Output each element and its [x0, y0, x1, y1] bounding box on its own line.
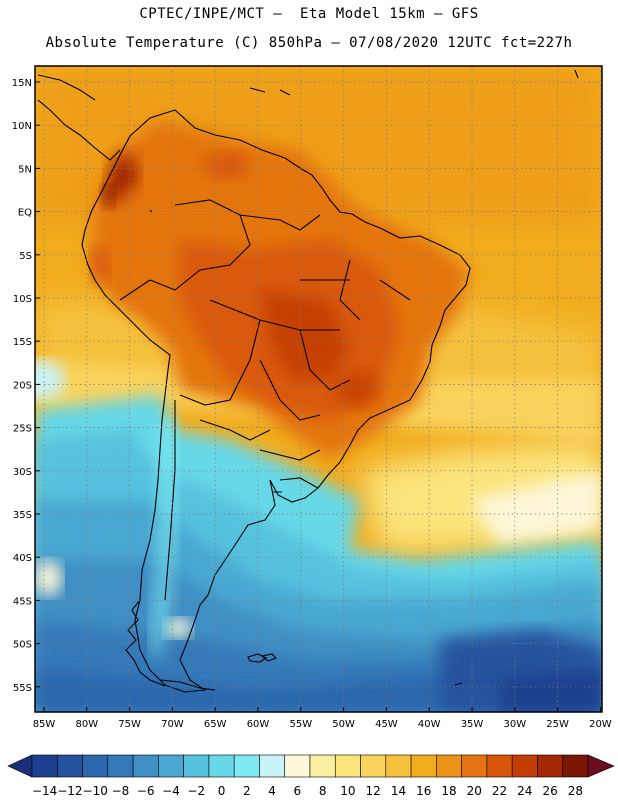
colorbar-label: −4 [162, 784, 180, 798]
longitude-label: 65W [204, 719, 227, 730]
latitude-label: 15S [13, 337, 32, 348]
colorbar-labels: −14 −12 −10 −8 −6 −4 −2 0 2 4 6 8 10 12 14 16 18 20 22 24 26… [32, 784, 583, 798]
latitude-label: 55S [13, 683, 32, 694]
longitude-label: 40W [418, 719, 441, 730]
latitude-label: 10N [12, 121, 32, 132]
colorbar-label: 6 [294, 784, 302, 798]
longitude-label: 20W [589, 719, 612, 730]
longitude-label: 50W [332, 719, 355, 730]
colorbar-label: −2 [187, 784, 205, 798]
temperature-field [35, 66, 602, 712]
colorbar-label: −14 [32, 784, 57, 798]
latitude-label: 35S [13, 510, 32, 521]
colorbar-label: 28 [568, 784, 583, 798]
colorbar-swatch [360, 754, 387, 778]
colorbar-label: 8 [319, 784, 327, 798]
colorbar-swatch [562, 754, 589, 778]
colorbar-label: 22 [492, 784, 507, 798]
latitude-labels: 15N 10N 5N EQ 5S 10S 15S 20S 25S 30S 35S 40S 45S 50S 5… [12, 78, 40, 694]
longitude-label: 80W [75, 719, 98, 730]
colorbar-swatch [537, 754, 564, 778]
colorbar-swatch [385, 754, 412, 778]
longitude-label: 35W [461, 719, 484, 730]
colorbar-label: 12 [366, 784, 381, 798]
longitude-label: 55W [289, 719, 312, 730]
colorbar-label: 26 [542, 784, 557, 798]
longitude-label: 45W [375, 719, 398, 730]
latitude-label: 20S [13, 380, 32, 391]
latitude-label: 30S [13, 467, 32, 478]
colorbar-swatch [284, 754, 311, 778]
colorbar-label: 4 [268, 784, 276, 798]
colorbar-label: 24 [517, 784, 532, 798]
colorbar-label: 2 [243, 784, 251, 798]
map-frame [34, 65, 603, 713]
colorbar-swatch [107, 754, 134, 778]
latitude-label: 45S [13, 596, 32, 607]
longitude-labels: 85W 80W 75W 70W 65W 60W 55W 50W 45W 40W 35W 30W 25W 2… [33, 707, 612, 730]
colorbar-swatch [82, 754, 109, 778]
colorbar-swatch [56, 754, 83, 778]
colorbar-swatch [233, 754, 260, 778]
colorbar-swatch [309, 754, 336, 778]
colorbar-label: 16 [416, 784, 431, 798]
latitude-label: EQ [18, 208, 32, 219]
latitude-label: 25S [13, 424, 32, 435]
colorbar-swatch [334, 754, 361, 778]
longitude-label: 85W [33, 719, 56, 730]
latitude-label: 5N [18, 164, 32, 175]
colorbar-label: −6 [137, 784, 155, 798]
colorbar-swatch [486, 754, 513, 778]
colorbar-swatch [436, 754, 462, 778]
latitude-label: 40S [13, 553, 32, 564]
colorbar-over-arrow [587, 754, 615, 778]
colorbar-label: 18 [441, 784, 456, 798]
colorbar-swatch [259, 754, 286, 778]
colorbar-label: 20 [467, 784, 482, 798]
colorbar-swatch [132, 754, 159, 778]
colorbar-swatch [158, 754, 184, 778]
longitude-label: 25W [546, 719, 569, 730]
latitude-label: 50S [13, 640, 32, 651]
latitude-label: 15N [12, 78, 32, 89]
longitude-label: 60W [247, 719, 270, 730]
map-title-line-2: Absolute Temperature (C) 850hPa – 07/08/… [45, 35, 573, 51]
longitude-label: 75W [118, 719, 141, 730]
graticule [35, 66, 602, 712]
colorbar-swatch [511, 754, 538, 778]
longitude-label: 30W [503, 719, 526, 730]
colorbar-swatch [31, 754, 58, 778]
colorbar-label: −10 [83, 784, 108, 798]
colorbar-swatch [183, 754, 210, 778]
latitude-label: 5S [19, 251, 32, 262]
latitude-label: 10S [13, 294, 32, 305]
colorbar [7, 754, 615, 778]
colorbar-label: 10 [340, 784, 355, 798]
colorbar-label: 0 [218, 784, 226, 798]
colorbar-swatch [410, 754, 437, 778]
colorbar-swatch [461, 754, 488, 778]
colorbar-label: 14 [391, 784, 406, 798]
map-title-line-1: CPTEC/INPE/MCT – Eta Model 15km – GFS [139, 6, 479, 22]
colorbar-swatch [208, 754, 235, 778]
coastlines [37, 69, 579, 693]
longitude-label: 70W [161, 719, 184, 730]
colorbar-label: −8 [112, 784, 130, 798]
colorbar-under-arrow [7, 754, 33, 778]
colorbar-label: −12 [57, 784, 82, 798]
